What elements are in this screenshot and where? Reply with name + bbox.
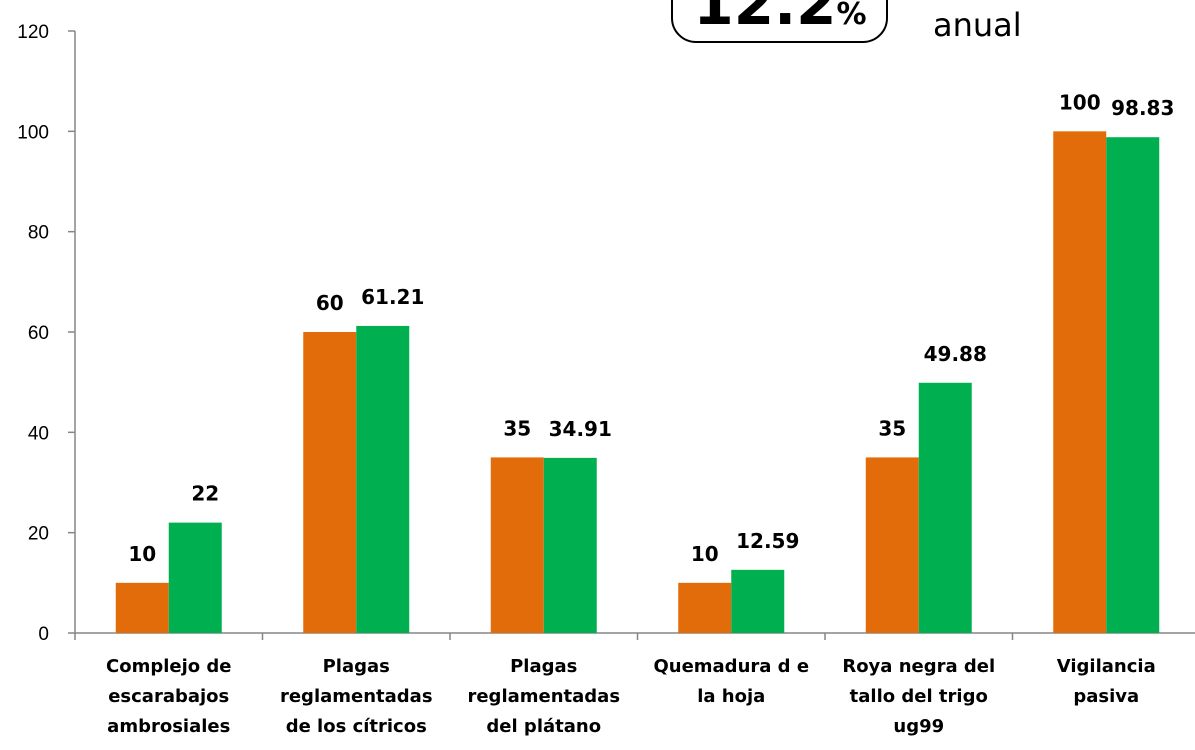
- y-tick-label: 0: [38, 624, 49, 645]
- bars: [115, 131, 1160, 634]
- data-label: 22: [191, 482, 219, 506]
- data-label: 60: [316, 291, 344, 315]
- y-tick-label: 20: [28, 524, 49, 545]
- bar-series2-3: [543, 457, 597, 633]
- y-tick-label: 100: [17, 122, 49, 143]
- y-tick-label: 60: [28, 323, 49, 344]
- badge-caption: anual: [933, 6, 1022, 44]
- data-label: 35: [878, 416, 906, 440]
- badge-box: [671, 0, 888, 43]
- badge-unit: %: [837, 0, 867, 32]
- growth-badge: 12.2% anual: [671, 0, 1022, 44]
- data-labels: 10 22 60 61.21 35 34.91 10 12.59 35 49.88 100 98.83: [128, 90, 1174, 565]
- svg-text:12.2%: 12.2%: [693, 0, 866, 38]
- data-label: 49.88: [924, 342, 987, 366]
- data-label: 35: [503, 416, 531, 440]
- x-category-label: Vigilancia pasiva: [1057, 656, 1156, 707]
- x-category-label: Plagas reglamentadas del plátano: [467, 656, 620, 737]
- x-category-label: Quemadura d e la hoja: [653, 656, 809, 707]
- data-label: 100: [1059, 90, 1101, 114]
- bar-series1-3: [490, 457, 544, 633]
- badge-value: 12.2: [693, 0, 836, 38]
- bar-series2-2: [356, 325, 410, 633]
- data-label: 10: [691, 542, 719, 566]
- bar-series2-5: [918, 382, 972, 633]
- bar-series1-4: [678, 582, 732, 633]
- y-tick-label: 120: [17, 22, 49, 43]
- bar-series2-4: [731, 569, 785, 633]
- x-category-label: Complejo de escarabajos ambrosiales: [106, 656, 232, 737]
- bar-series1-1: [115, 582, 169, 633]
- x-category-label: Roya negra del tallo del trigo ug99: [842, 656, 995, 737]
- x-category-label: Plagas reglamentadas de los cítricos: [280, 656, 433, 737]
- bar-series2-1: [168, 522, 222, 633]
- bar-series1-5: [865, 457, 919, 633]
- bar-series1-2: [303, 332, 357, 633]
- data-label: 12.59: [736, 529, 799, 553]
- y-tick-label: 80: [28, 223, 49, 244]
- data-label: 10: [128, 542, 156, 566]
- axes: 0 20 40 60 80 100 120: [17, 22, 1195, 645]
- data-label: 61.21: [361, 285, 424, 309]
- y-tick-label: 40: [28, 423, 49, 444]
- data-label: 34.91: [549, 417, 612, 441]
- data-label: 98.83: [1111, 96, 1174, 120]
- bar-series2-6: [1106, 137, 1160, 634]
- bar-series1-6: [1053, 131, 1107, 634]
- category-labels: Complejo de escarabajos ambrosiales Plagas r…: [106, 656, 1156, 737]
